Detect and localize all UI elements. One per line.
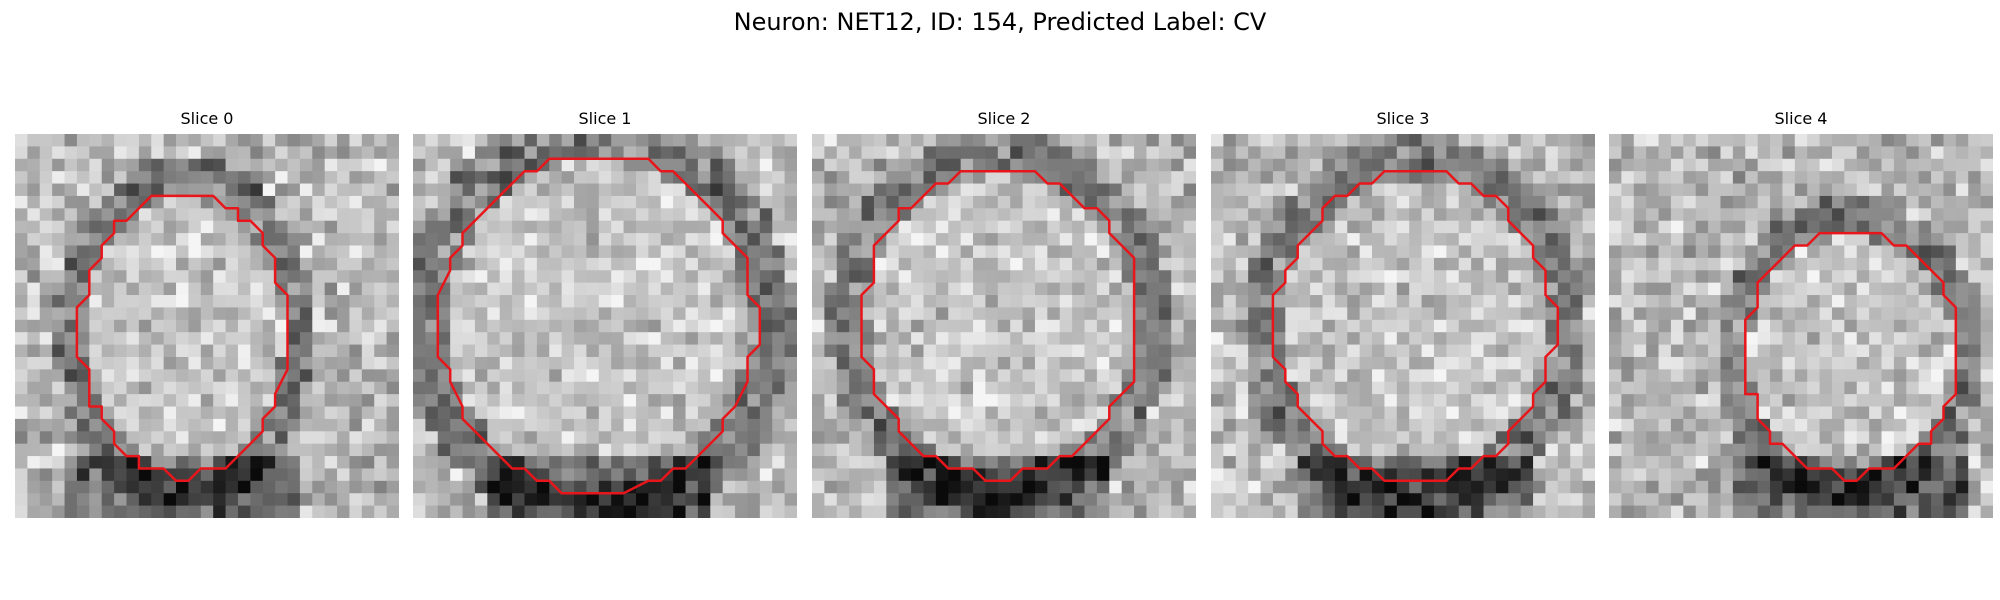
roi-contour bbox=[75, 194, 289, 483]
slice-svg bbox=[1211, 134, 1595, 518]
slice-title: Slice 1 bbox=[578, 109, 632, 128]
slice-image bbox=[413, 134, 797, 518]
roi-contour bbox=[436, 157, 762, 495]
slice-image bbox=[1609, 134, 1993, 518]
slice-title: Slice 4 bbox=[1774, 109, 1828, 128]
slice-svg bbox=[812, 134, 1196, 518]
roi-contour bbox=[860, 169, 1136, 483]
figure-title: Neuron: NET12, ID: 154, Predicted Label:… bbox=[733, 8, 1267, 36]
slice-image bbox=[812, 134, 1196, 518]
slice-image bbox=[15, 134, 399, 518]
slice-image bbox=[1211, 134, 1595, 518]
slice-svg bbox=[15, 134, 399, 518]
pixel-grid bbox=[812, 134, 1196, 518]
pixel-grid bbox=[413, 134, 797, 518]
pixel-grid bbox=[1609, 134, 1993, 518]
pixel-grid bbox=[15, 134, 399, 518]
pixel-grid bbox=[1211, 134, 1595, 518]
roi-contour bbox=[1744, 231, 1958, 483]
roi-contour bbox=[1271, 169, 1560, 483]
slice-title: Slice 3 bbox=[1376, 109, 1430, 128]
slice-svg bbox=[413, 134, 797, 518]
slice-title: Slice 2 bbox=[977, 109, 1031, 128]
slice-svg bbox=[1609, 134, 1993, 518]
slice-title: Slice 0 bbox=[180, 109, 234, 128]
